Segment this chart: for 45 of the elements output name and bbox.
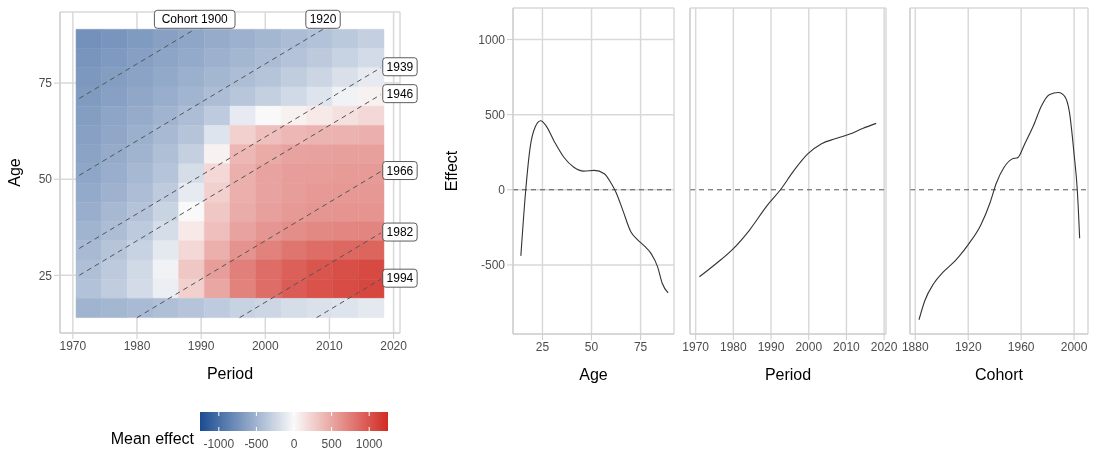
x-tick-label: 1970 — [59, 338, 87, 353]
series-label: 1982 — [386, 225, 414, 240]
series-label: 1994 — [386, 271, 414, 286]
series-label: Cohort 1900 — [161, 12, 229, 27]
x-axis-title: Cohort — [974, 366, 1024, 383]
series-label: 1920 — [309, 12, 337, 27]
y-axis-title: Effect — [442, 150, 460, 192]
y-tick-label: 25 — [38, 268, 53, 283]
x-tick-label: 2020 — [870, 339, 898, 354]
x-tick-label: 2000 — [795, 339, 823, 354]
color-bar-label: -1000 — [203, 437, 235, 451]
x-tick-label: 50 — [584, 339, 599, 354]
x-tick-label: 2020 — [380, 338, 408, 353]
x-tick-label: 2000 — [1060, 339, 1088, 354]
x-tick-label: 1960 — [1007, 339, 1035, 354]
y-tick-label: 1000 — [478, 32, 506, 47]
y-tick-label: 0 — [498, 183, 506, 198]
x-tick-label: 1980 — [719, 339, 748, 354]
x-tick-label: 1990 — [187, 338, 215, 353]
series-label: 1966 — [386, 163, 414, 178]
color-bar-label: 0 — [290, 437, 298, 451]
x-tick-label: 75 — [633, 339, 648, 354]
x-axis-title: Period — [206, 365, 254, 382]
x-tick-label: 1980 — [123, 338, 151, 353]
x-tick-label: 1990 — [757, 339, 785, 354]
x-tick-label: 1920 — [954, 339, 982, 354]
color-bar-title: Mean effect — [110, 430, 195, 447]
x-tick-label: 2010 — [833, 339, 861, 354]
y-tick-label: -500 — [480, 258, 506, 273]
x-tick-label: 2010 — [316, 338, 344, 353]
y-tick-label: 50 — [38, 172, 53, 187]
series-label: 1946 — [386, 86, 414, 101]
y-tick-label: 500 — [484, 107, 506, 122]
color-bar-label: 1000 — [355, 437, 383, 451]
y-tick-label: 75 — [38, 76, 53, 91]
color-bar-label: -500 — [244, 437, 269, 451]
x-tick-label: 2000 — [251, 338, 279, 353]
series-label: 1939 — [386, 59, 414, 74]
x-axis-title: Age — [579, 366, 608, 383]
color-bar-label: 500 — [321, 437, 342, 451]
x-tick-label: 25 — [535, 339, 550, 354]
y-axis-title: Age — [5, 158, 23, 187]
x-tick-label: 1880 — [901, 339, 929, 354]
x-tick-label: 1970 — [682, 339, 710, 354]
x-axis-title: Period — [764, 366, 812, 383]
